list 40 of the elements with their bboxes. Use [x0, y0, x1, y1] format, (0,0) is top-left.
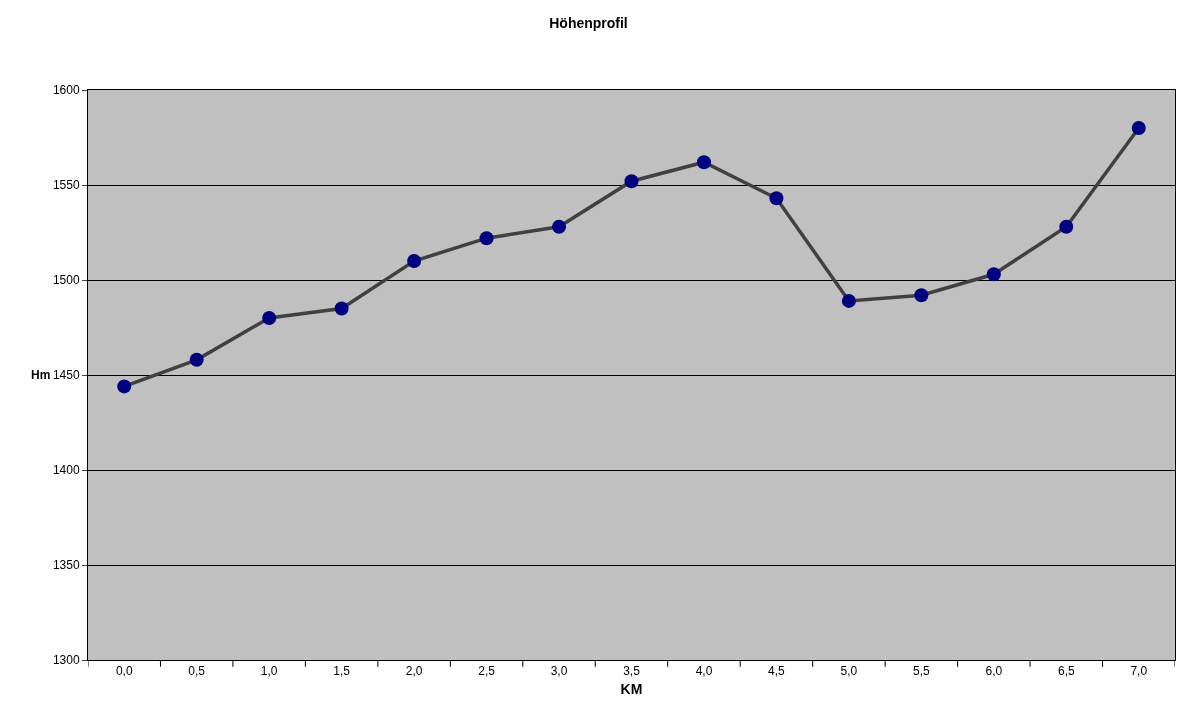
point	[334, 301, 349, 316]
point	[1131, 121, 1146, 135]
x-tick-label: 6,0	[985, 664, 1003, 679]
y-tick-label: 1400	[52, 463, 80, 478]
point	[189, 352, 204, 367]
point	[117, 379, 132, 394]
x-tick-label: 0,0	[115, 664, 133, 679]
x-tick-label: 4,0	[695, 664, 713, 679]
y-tick-label: 1450	[52, 368, 80, 383]
point	[986, 267, 1001, 282]
x-axis-title: KM	[620, 680, 643, 697]
x-tick-label: 7,0	[1130, 664, 1148, 679]
point	[769, 191, 784, 206]
x-tick-label: 2,0	[405, 664, 423, 679]
x-tick-label: 0,5	[188, 664, 206, 679]
x-tick-label: 6,5	[1057, 664, 1075, 679]
y-tick-label: 1550	[52, 178, 80, 193]
point	[914, 288, 929, 303]
point	[479, 231, 494, 246]
y-tick-label: 1600	[52, 83, 80, 98]
point	[624, 174, 639, 189]
chart-title: Höhenprofil	[549, 14, 628, 31]
x-tick-label: 2,5	[478, 664, 496, 679]
x-tick-label: 5,0	[840, 664, 858, 679]
x-tick-label: 3,0	[550, 664, 568, 679]
x-tick-label: 3,5	[623, 664, 641, 679]
y-tick-label: 1300	[52, 653, 80, 668]
x-tick-label: 4,5	[768, 664, 786, 679]
point	[696, 155, 711, 170]
y-tick-label: 1500	[52, 273, 80, 288]
point	[552, 219, 567, 234]
point	[407, 254, 422, 268]
x-tick-label: 1,5	[333, 664, 351, 679]
x-tick-label: 5,5	[913, 664, 931, 679]
point	[1059, 219, 1074, 234]
point	[262, 311, 277, 325]
point	[841, 293, 856, 308]
y-axis-title: Hm	[31, 368, 51, 382]
y-tick-label: 1350	[52, 558, 80, 573]
x-tick-label: 1,0	[260, 664, 278, 679]
